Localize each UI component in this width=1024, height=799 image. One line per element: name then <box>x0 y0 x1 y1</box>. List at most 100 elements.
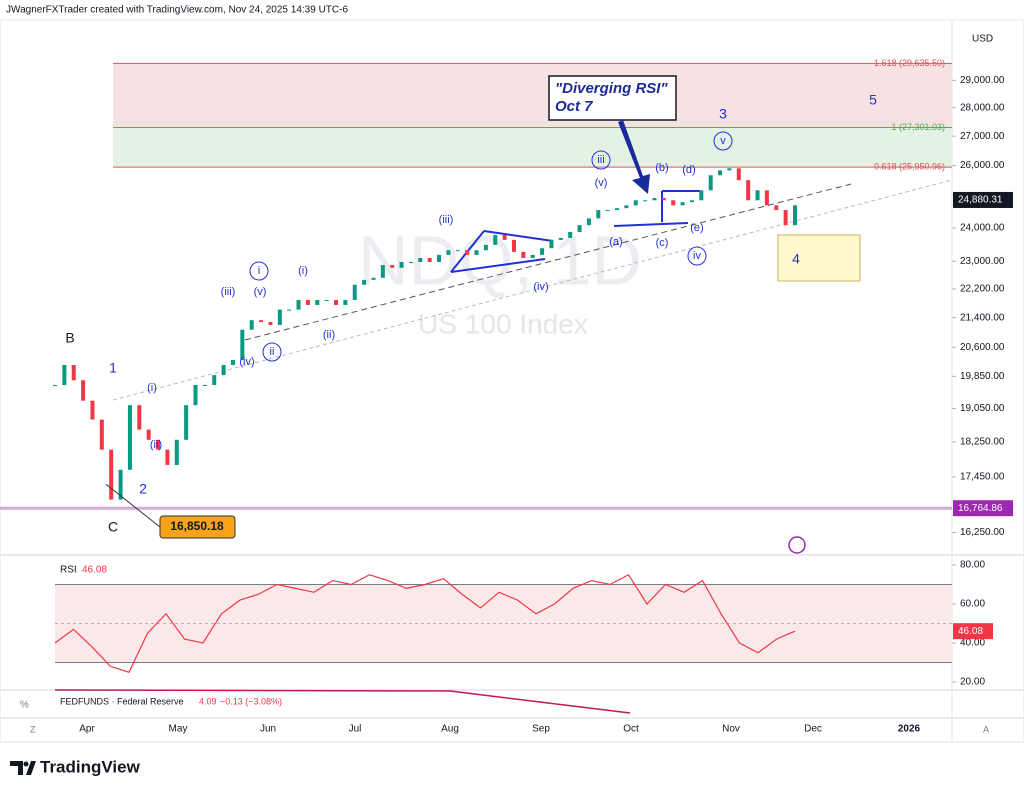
y-tick-label: 19,850.00 <box>960 371 1005 382</box>
wave-label: (c) <box>656 237 669 249</box>
alert-icon[interactable] <box>788 536 806 554</box>
candle <box>174 439 179 465</box>
y-tick-label: 29,000.00 <box>960 75 1005 86</box>
candle <box>455 250 460 252</box>
candle <box>99 419 104 450</box>
zoom[interactable]: Z <box>30 724 36 734</box>
low-price: 16,764.86 <box>958 503 1003 514</box>
y-tick-label: 23,000.00 <box>960 256 1005 267</box>
wave-label: 1 <box>109 360 117 376</box>
logo-dot <box>23 761 29 767</box>
candle <box>596 210 601 219</box>
rsi-tick-label: 40.00 <box>960 638 985 649</box>
candle <box>380 265 385 278</box>
candle <box>708 175 713 191</box>
logo-icon <box>10 761 36 775</box>
fed-name: FEDFUNDS · Federal Reserve <box>60 696 184 706</box>
candle <box>437 254 442 262</box>
y-tick-label: 24,000.00 <box>960 223 1005 234</box>
watermark: NDQ, 1D <box>358 221 642 299</box>
wave-label: 5 <box>869 92 877 108</box>
x-tick-label: Sep <box>532 724 550 735</box>
wave-label: (iii) <box>221 286 236 298</box>
candle <box>230 359 235 365</box>
candle <box>736 168 741 181</box>
watermark-sub: US 100 Index <box>418 308 588 339</box>
x-tick-label: Dec <box>804 724 822 735</box>
candle <box>511 239 516 252</box>
candle <box>680 202 685 206</box>
fib-label: 0.618 (25,950.96) <box>874 161 945 171</box>
candle <box>624 205 629 209</box>
wave-label: (ii) <box>150 439 162 451</box>
y-tick-label: 22,200.00 <box>960 284 1005 295</box>
fed-line <box>54 689 631 714</box>
candle <box>62 364 67 386</box>
fib-label: 1.618 (29,635.50) <box>874 58 945 68</box>
auto[interactable]: A <box>983 724 989 734</box>
candle <box>493 234 498 245</box>
candle <box>118 469 123 500</box>
wave-label: (i) <box>147 382 157 394</box>
low-box <box>159 515 236 539</box>
wave-label: (iii) <box>439 214 454 226</box>
candle <box>352 284 357 300</box>
candle <box>127 405 132 470</box>
rsi-value-box <box>953 623 993 640</box>
candle <box>193 385 198 406</box>
wave-triangle <box>483 230 554 242</box>
candle <box>81 380 86 401</box>
wave-label: (v) <box>595 177 608 189</box>
candle <box>774 205 779 211</box>
wave-label: (iv) <box>239 356 254 368</box>
candle <box>184 405 189 440</box>
wave-circle <box>687 246 707 266</box>
trendline <box>244 182 856 341</box>
candle <box>746 180 751 201</box>
candle <box>474 250 479 255</box>
rsi-value: 46.08 <box>82 565 107 576</box>
x-tick-label: Aug <box>441 724 459 735</box>
pct-toggle[interactable]: % <box>20 700 29 711</box>
candle <box>540 248 545 255</box>
candle <box>277 309 282 325</box>
last-price: 24,880.31 <box>958 195 1003 206</box>
y-tick-label: 17,450.00 <box>960 472 1005 483</box>
candle <box>399 261 404 268</box>
callout-arrow <box>618 120 650 194</box>
callout-text: Oct 7 <box>555 98 593 115</box>
fed-value: 4.09 <box>199 696 217 706</box>
x-tick-label: Jun <box>260 724 276 735</box>
rsi-tick-label: 20.00 <box>960 677 985 688</box>
x-tick-label: Oct <box>623 724 639 735</box>
candle <box>408 261 413 263</box>
x-tick-label: 2026 <box>898 724 921 735</box>
wave-triangle <box>613 222 689 227</box>
candle <box>755 190 760 201</box>
candle <box>259 320 264 323</box>
currency: USD <box>972 34 993 45</box>
logo[interactable]: TradingView <box>10 757 141 776</box>
x-tick-label: Nov <box>722 724 740 735</box>
credit: JWagnerFXTrader created with TradingView… <box>6 5 348 16</box>
last-price-box <box>953 191 1013 208</box>
fed-change: −0.13 (−3.08%) <box>220 696 282 706</box>
rsi-band <box>55 584 952 663</box>
trendline <box>112 179 953 401</box>
candle <box>521 251 526 258</box>
candle <box>240 329 245 360</box>
candle <box>446 250 451 255</box>
candle <box>793 205 797 226</box>
candle <box>334 299 339 305</box>
candle <box>362 279 367 285</box>
low-price-box <box>953 500 1013 517</box>
rsi-tick-label: 60.00 <box>960 599 985 610</box>
frame <box>0 19 1024 743</box>
candle <box>699 190 704 201</box>
candle <box>615 208 620 211</box>
wave-circle <box>713 131 733 151</box>
x-tick-label: Jul <box>349 724 362 735</box>
candle <box>90 400 95 420</box>
candle <box>343 299 348 305</box>
y-tick-label: 28,000.00 <box>960 102 1005 113</box>
